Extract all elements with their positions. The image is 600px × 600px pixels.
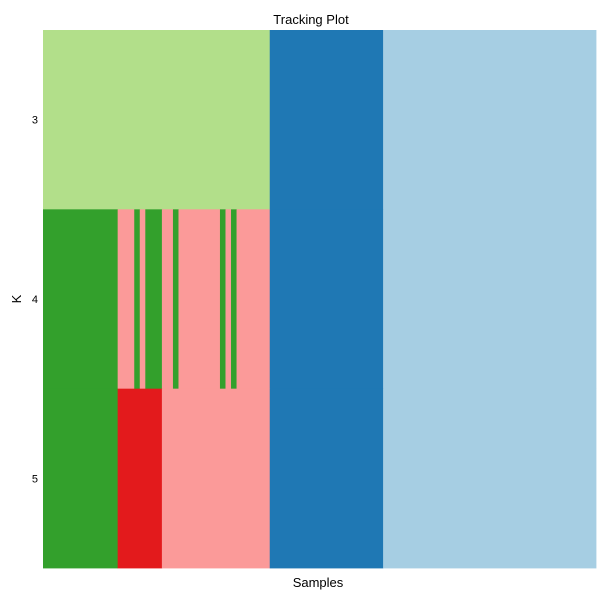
- heatmap-cells: [43, 30, 597, 569]
- heatmap-cell-k4-5: [161, 209, 174, 390]
- heatmap-cell-k3-2: [383, 30, 597, 210]
- heatmap-cell-k4-0: [43, 209, 119, 390]
- heatmap-cell-k4-8: [219, 209, 226, 390]
- chart-title: Tracking Plot: [273, 12, 349, 27]
- heatmap-cell-k4-11: [236, 209, 271, 390]
- y-tick-label-4: 4: [32, 294, 38, 306]
- heatmap-cell-k4-9: [225, 209, 232, 390]
- heatmap-cell-k5-1: [117, 388, 163, 569]
- y-tick-labels: 3 4 5: [32, 115, 38, 486]
- heatmap-cell-k4-12: [269, 209, 384, 390]
- heatmap-cell-k5-4: [383, 388, 597, 569]
- heatmap-cell-k4-1: [117, 209, 135, 390]
- heatmap-cell-k5-3: [269, 388, 384, 569]
- heatmap-cell-k5-2: [161, 388, 271, 569]
- heatmap-cell-k4-13: [383, 209, 597, 390]
- y-axis-label: K: [9, 294, 24, 303]
- y-tick-label-3: 3: [32, 115, 38, 127]
- y-tick-label-5: 5: [32, 473, 38, 485]
- heatmap-cell-k4-4: [145, 209, 163, 390]
- x-axis-label: Samples: [293, 575, 344, 590]
- heatmap-cell-k4-3: [139, 209, 146, 390]
- heatmap-cell-k3-1: [269, 30, 384, 210]
- heatmap-cell-k4-6: [172, 209, 179, 390]
- heatmap-cell-k4-10: [231, 209, 237, 390]
- heatmap-cell-k4-7: [178, 209, 221, 390]
- heatmap-cell-k3-0: [43, 30, 271, 210]
- heatmap-cell-k4-2: [134, 209, 141, 390]
- heatmap-cell-k5-0: [43, 388, 119, 569]
